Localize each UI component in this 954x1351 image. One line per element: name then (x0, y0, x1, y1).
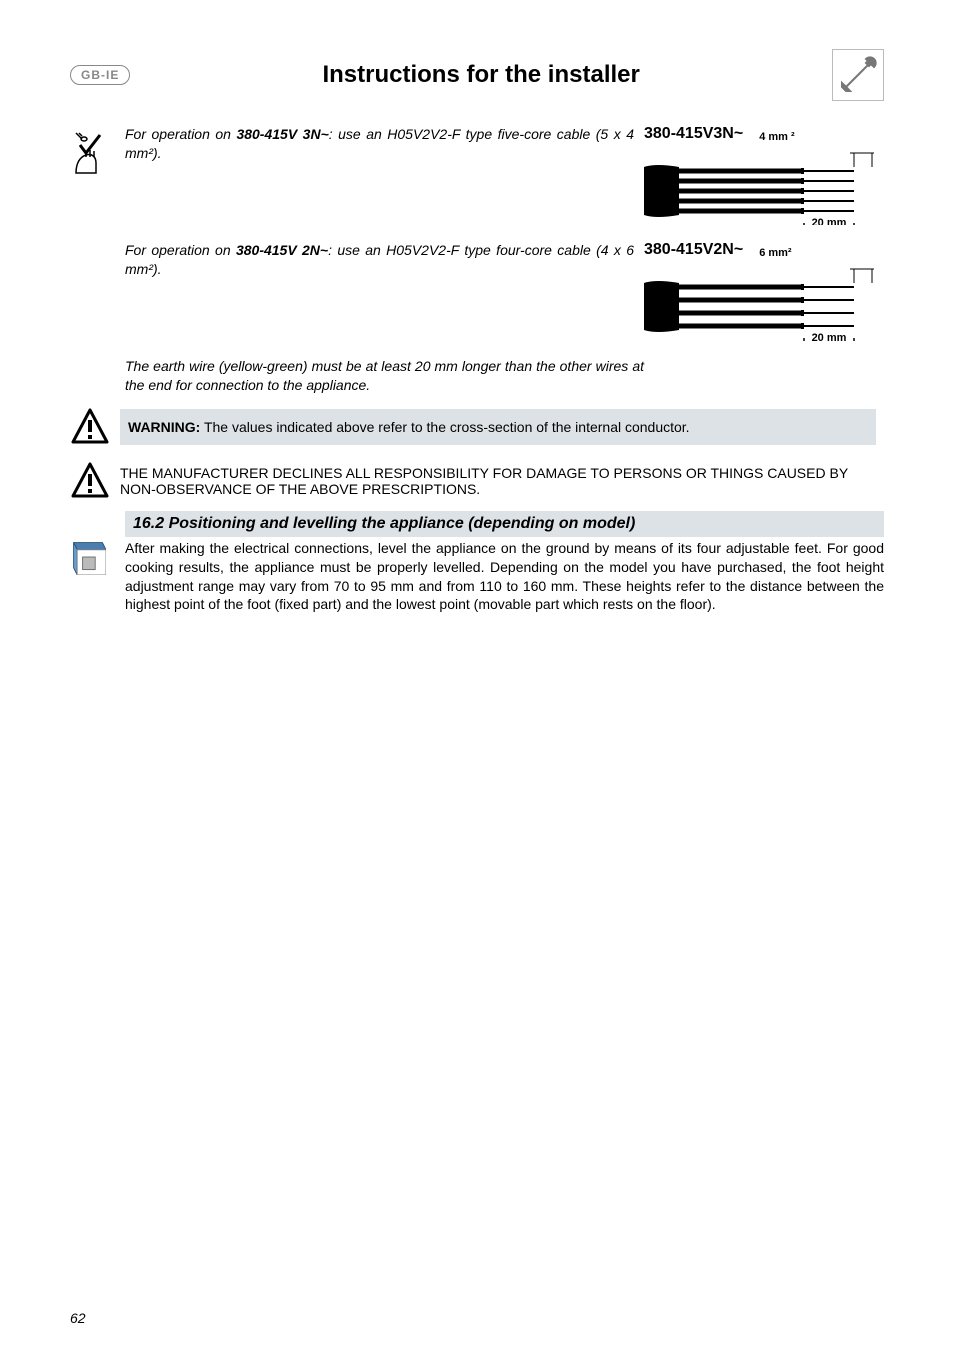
section-16-2-row: After making the electrical connections,… (70, 539, 884, 615)
warning-icon (70, 461, 110, 501)
language-pill: GB-IE (70, 65, 130, 85)
cable-spec-row-2: For operation on 380-415V 2N~: use an H0… (70, 241, 884, 351)
section-16-2-heading: 16.2 Positioning and levelling the appli… (125, 511, 884, 537)
cable-spec-row-1: For operation on 380-415V 3N~: use an H0… (70, 125, 884, 235)
svg-text:20 mm: 20 mm (812, 217, 847, 225)
warning-values-text: WARNING: The values indicated above refe… (120, 409, 876, 445)
levelling-foot-icon (70, 539, 106, 580)
page-header: GB-IE Instructions for the installer (70, 50, 884, 100)
svg-text:20 mm: 20 mm (812, 332, 847, 341)
body-area: For operation on 380-415V 3N~: use an H0… (70, 125, 884, 614)
earth-wire-note: The earth wire (yellow-green) must be at… (125, 357, 884, 395)
checkmark-hand-icon (70, 125, 118, 185)
warning-icon (70, 407, 110, 447)
earth-wire-note-row: The earth wire (yellow-green) must be at… (70, 357, 884, 395)
wire-diagram-2: 380-415V2N~6 mm²20 mm (644, 241, 874, 341)
cable-spec-text-2: For operation on 380-415V 2N~: use an H0… (125, 241, 634, 279)
cable-spec-text-1: For operation on 380-415V 3N~: use an H0… (125, 125, 634, 163)
warning-disclaimer-row: THE MANUFACTURER DECLINES ALL RESPONSIBI… (70, 457, 884, 505)
section-16-2-body: After making the electrical connections,… (125, 539, 884, 615)
page-number: 62 (70, 1310, 86, 1326)
page-title: Instructions for the installer (130, 61, 832, 89)
warning-values-row: WARNING: The values indicated above refe… (70, 403, 884, 451)
wire-diagram-1: 380-415V3N~4 mm ²20 mm (644, 125, 874, 225)
installer-tool-icon (832, 49, 884, 101)
warning-disclaimer-text: THE MANUFACTURER DECLINES ALL RESPONSIBI… (120, 461, 876, 501)
page: GB-IE Instructions for the installer (0, 0, 954, 1351)
